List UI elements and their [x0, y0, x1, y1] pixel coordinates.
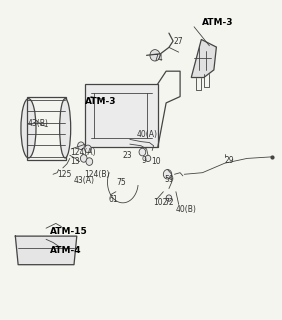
Text: ATM-15: ATM-15 [50, 227, 88, 236]
Text: 72: 72 [165, 198, 174, 207]
Text: 75: 75 [116, 178, 125, 187]
Circle shape [163, 170, 172, 179]
Circle shape [86, 158, 93, 165]
Polygon shape [191, 39, 216, 77]
Text: 43(B): 43(B) [28, 119, 49, 128]
Text: 43(A): 43(A) [74, 176, 95, 185]
Text: ATM-3: ATM-3 [85, 97, 117, 106]
Text: 10: 10 [151, 157, 160, 166]
Text: ATM-4: ATM-4 [50, 246, 82, 255]
Circle shape [80, 155, 87, 162]
Text: 102: 102 [154, 198, 168, 207]
Circle shape [145, 155, 151, 162]
Circle shape [150, 50, 160, 61]
Circle shape [85, 145, 91, 153]
Circle shape [139, 148, 146, 156]
Ellipse shape [21, 99, 36, 158]
Circle shape [78, 142, 84, 149]
Text: 59: 59 [165, 174, 175, 184]
Text: 125: 125 [57, 170, 72, 179]
Text: ATM-3: ATM-3 [202, 18, 234, 27]
Text: 124(A): 124(A) [70, 148, 95, 156]
Polygon shape [15, 236, 77, 265]
Text: 61: 61 [109, 195, 118, 204]
Text: 40(B): 40(B) [176, 205, 197, 214]
Text: 27: 27 [173, 36, 183, 45]
Text: 23: 23 [123, 151, 133, 160]
Text: 74: 74 [154, 54, 163, 63]
Text: 124(B): 124(B) [84, 170, 109, 179]
Ellipse shape [60, 99, 71, 158]
FancyBboxPatch shape [85, 84, 158, 147]
Text: 40(A): 40(A) [137, 130, 158, 139]
Text: 9: 9 [141, 156, 146, 164]
Text: 29: 29 [225, 156, 234, 164]
Text: 13: 13 [70, 157, 80, 166]
Circle shape [166, 195, 172, 201]
